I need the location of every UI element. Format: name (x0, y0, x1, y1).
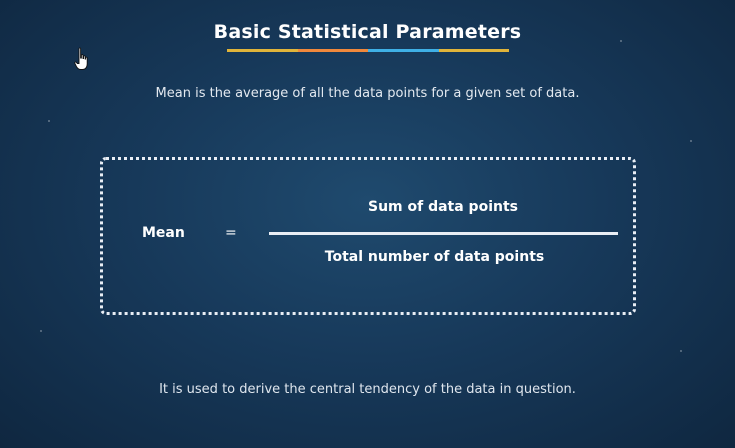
background-sparkle (40, 330, 42, 332)
background-sparkle (48, 120, 50, 122)
underline-segment (297, 49, 368, 52)
underline-segment (227, 49, 298, 52)
equals-sign: = (225, 225, 237, 241)
mean-definition: Mean is the average of all the data poin… (155, 86, 580, 101)
background-sparkle (690, 140, 692, 142)
background-sparkle (620, 40, 622, 42)
title-underline (227, 49, 509, 52)
formula-numerator: Sum of data points (367, 199, 518, 215)
formula-lhs: Mean (142, 225, 185, 241)
formula-denominator: Total number of data points (324, 249, 545, 265)
usage-note: It is used to derive the central tendenc… (159, 382, 576, 397)
formula-box (100, 157, 636, 315)
background-sparkle (680, 350, 682, 352)
underline-segment (438, 49, 509, 52)
underline-segment (368, 49, 439, 52)
slide-title: Basic Statistical Parameters (213, 21, 522, 43)
fraction-line (269, 232, 618, 235)
hand-pointer-icon (74, 47, 88, 70)
